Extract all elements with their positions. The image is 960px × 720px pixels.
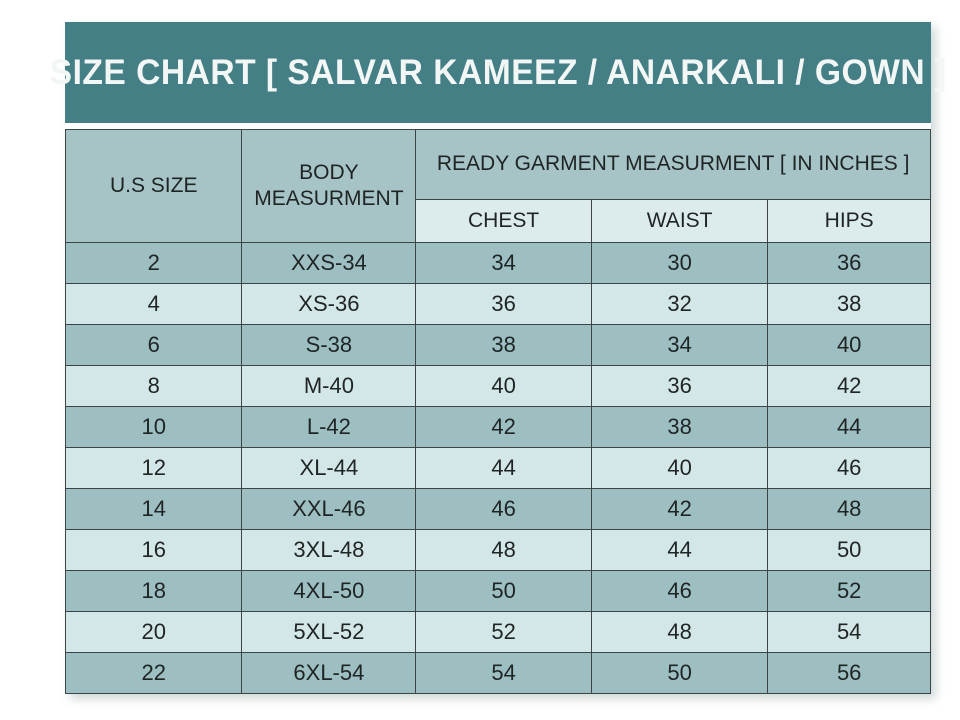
cell-waist: 36: [590, 365, 769, 407]
header-body-measurement: BODY MEASURMENT: [241, 129, 417, 243]
header-hips: HIPS: [767, 199, 931, 243]
cell-us_size: 16: [64, 529, 243, 571]
cell-us_size: 4: [64, 283, 243, 325]
cell-body: 6XL-54: [241, 652, 417, 694]
cell-body: XXS-34: [241, 242, 417, 284]
cell-us_size: 14: [64, 488, 243, 530]
cell-us_size: 8: [64, 365, 243, 407]
cell-chest: 50: [415, 570, 592, 612]
size-row-16: 16 3XL-48 48 44 50: [64, 529, 931, 571]
size-row-6: 6 S-38 38 34 40: [64, 324, 931, 366]
cell-body: 4XL-50: [241, 570, 417, 612]
size-row-10: 10 L-42 42 38 44: [64, 406, 931, 448]
cell-body: M-40: [241, 365, 417, 407]
cell-hips: 54: [767, 611, 931, 653]
size-chart-table: U.S SIZE BODY MEASURMENT READY GARMENT M…: [64, 129, 931, 694]
header-us-size: U.S SIZE: [64, 129, 243, 243]
header-waist: WAIST: [590, 199, 769, 243]
size-row-14: 14 XXL-46 46 42 48: [64, 488, 931, 530]
size-row-2: 2 XXS-34 34 30 36: [64, 242, 931, 284]
cell-us_size: 20: [64, 611, 243, 653]
cell-body: XXL-46: [241, 488, 417, 530]
cell-waist: 30: [590, 242, 769, 284]
cell-body: XS-36: [241, 283, 417, 325]
cell-us_size: 10: [64, 406, 243, 448]
chart-title: SIZE CHART [ SALVAR KAMEEZ / ANARKALI / …: [49, 52, 947, 92]
cell-hips: 38: [767, 283, 931, 325]
cell-chest: 54: [415, 652, 592, 694]
size-row-18: 18 4XL-50 50 46 52: [64, 570, 931, 612]
cell-chest: 36: [415, 283, 592, 325]
cell-hips: 44: [767, 406, 931, 448]
cell-us_size: 12: [64, 447, 243, 489]
size-row-20: 20 5XL-52 52 48 54: [64, 611, 931, 653]
cell-waist: 48: [590, 611, 769, 653]
cell-chest: 42: [415, 406, 592, 448]
cell-us_size: 2: [64, 242, 243, 284]
cell-body: L-42: [241, 406, 417, 448]
cell-waist: 34: [590, 324, 769, 366]
table-header: U.S SIZE BODY MEASURMENT READY GARMENT M…: [64, 129, 931, 243]
table-body: 2 XXS-34 34 30 36 4 XS-36 36 32 38 6 S-38 38 34 40 8 M-4…: [64, 242, 931, 694]
cell-waist: 44: [590, 529, 769, 571]
cell-hips: 46: [767, 447, 931, 489]
cell-hips: 36: [767, 242, 931, 284]
header-chest: CHEST: [415, 199, 592, 243]
size-chart-panel: SIZE CHART [ SALVAR KAMEEZ / ANARKALI / …: [50, 22, 946, 694]
cell-us_size: 22: [64, 652, 243, 694]
cell-chest: 52: [415, 611, 592, 653]
size-row-12: 12 XL-44 44 40 46: [64, 447, 931, 489]
cell-body: S-38: [241, 324, 417, 366]
size-row-22: 22 6XL-54 54 50 56: [64, 652, 931, 694]
cell-chest: 40: [415, 365, 592, 407]
cell-waist: 40: [590, 447, 769, 489]
cell-hips: 40: [767, 324, 931, 366]
header-ready-garment-group: READY GARMENT MEASURMENT [ IN INCHES ]: [415, 129, 931, 200]
cell-hips: 52: [767, 570, 931, 612]
cell-chest: 46: [415, 488, 592, 530]
cell-body: 5XL-52: [241, 611, 417, 653]
cell-waist: 32: [590, 283, 769, 325]
cell-body: XL-44: [241, 447, 417, 489]
cell-waist: 42: [590, 488, 769, 530]
cell-hips: 56: [767, 652, 931, 694]
cell-waist: 38: [590, 406, 769, 448]
cell-waist: 46: [590, 570, 769, 612]
cell-waist: 50: [590, 652, 769, 694]
cell-hips: 50: [767, 529, 931, 571]
size-row-8: 8 M-40 40 36 42: [64, 365, 931, 407]
cell-hips: 48: [767, 488, 931, 530]
cell-us_size: 18: [64, 570, 243, 612]
cell-chest: 38: [415, 324, 592, 366]
cell-us_size: 6: [64, 324, 243, 366]
cell-hips: 42: [767, 365, 931, 407]
cell-chest: 34: [415, 242, 592, 284]
cell-chest: 44: [415, 447, 592, 489]
cell-body: 3XL-48: [241, 529, 417, 571]
cell-chest: 48: [415, 529, 592, 571]
chart-title-bar: SIZE CHART [ SALVAR KAMEEZ / ANARKALI / …: [50, 22, 946, 123]
size-row-4: 4 XS-36 36 32 38: [64, 283, 931, 325]
